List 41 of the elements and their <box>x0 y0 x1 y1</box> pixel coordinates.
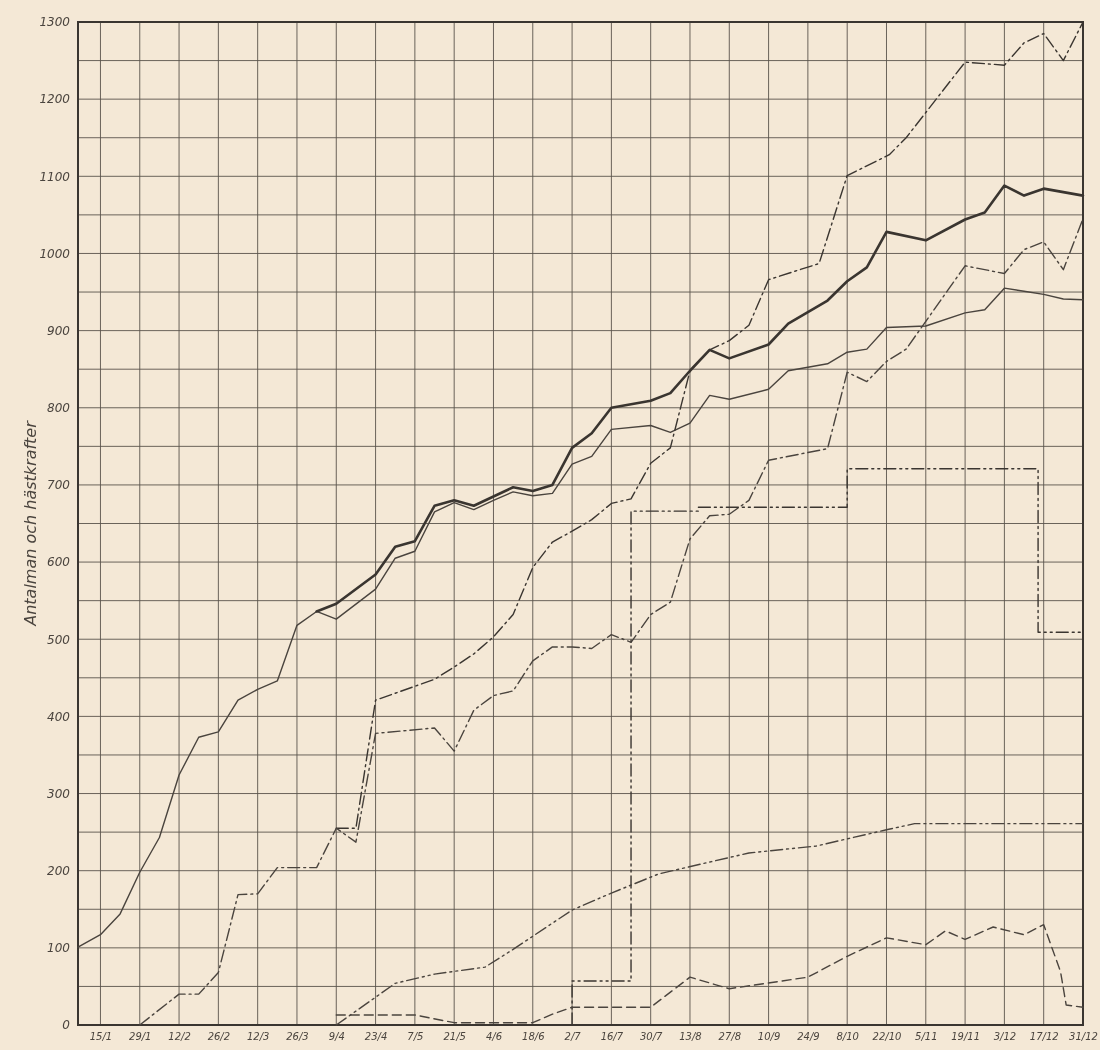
y-tick-label: 400 <box>47 709 71 724</box>
x-tick-label: 9/4 <box>328 1031 345 1043</box>
y-tick-label: 1000 <box>39 246 71 261</box>
x-tick-label: 29/1 <box>129 1031 152 1043</box>
y-tick-label: 700 <box>47 478 71 493</box>
y-tick-label: 1300 <box>39 15 71 30</box>
x-tick-label: 24/9 <box>797 1031 820 1043</box>
y-axis-title: Antalman och hästkrafter <box>21 419 40 627</box>
x-tick-label: 2/7 <box>564 1031 582 1043</box>
x-tick-label: 12/2 <box>168 1031 191 1043</box>
y-tick-label: 100 <box>47 941 71 956</box>
x-tick-label: 31/12 <box>1069 1031 1098 1043</box>
x-tick-label: 4/6 <box>485 1031 503 1043</box>
x-tick-label: 23/4 <box>364 1031 388 1043</box>
x-tick-label: 13/8 <box>679 1031 702 1043</box>
x-tick-label: 19/11 <box>951 1031 981 1043</box>
x-tick-label: 16/7 <box>600 1031 624 1043</box>
y-tick-label: 900 <box>47 323 71 338</box>
y-tick-label: 200 <box>47 864 71 879</box>
y-tick-label: 300 <box>47 786 71 801</box>
x-tick-label: 26/3 <box>286 1031 309 1043</box>
x-tick-label: 21/5 <box>443 1031 466 1043</box>
x-tick-label: 18/6 <box>522 1031 545 1043</box>
y-tick-label: 600 <box>47 555 71 570</box>
y-tick-label: 1200 <box>39 92 71 107</box>
x-tick-label: 30/7 <box>639 1031 664 1043</box>
x-tick-label: 17/12 <box>1029 1031 1059 1043</box>
y-tick-label: 800 <box>47 401 71 416</box>
x-tick-label: 10/9 <box>757 1031 781 1043</box>
y-tick-label: 500 <box>47 632 71 647</box>
x-tick-label: 8/10 <box>836 1031 859 1043</box>
x-tick-label: 3/12 <box>993 1031 1017 1043</box>
x-tick-label: 15/1 <box>89 1031 113 1043</box>
y-tick-label: 0 <box>62 1018 71 1033</box>
x-tick-label: 5/11 <box>915 1031 938 1043</box>
y-tick-label: 1100 <box>39 169 71 184</box>
x-tick-label: 26/2 <box>207 1031 231 1043</box>
x-tick-label: 27/8 <box>718 1031 742 1043</box>
x-tick-label: 12/3 <box>246 1031 270 1043</box>
x-tick-label: 22/10 <box>872 1031 902 1043</box>
x-tick-label: 7/5 <box>407 1031 424 1043</box>
